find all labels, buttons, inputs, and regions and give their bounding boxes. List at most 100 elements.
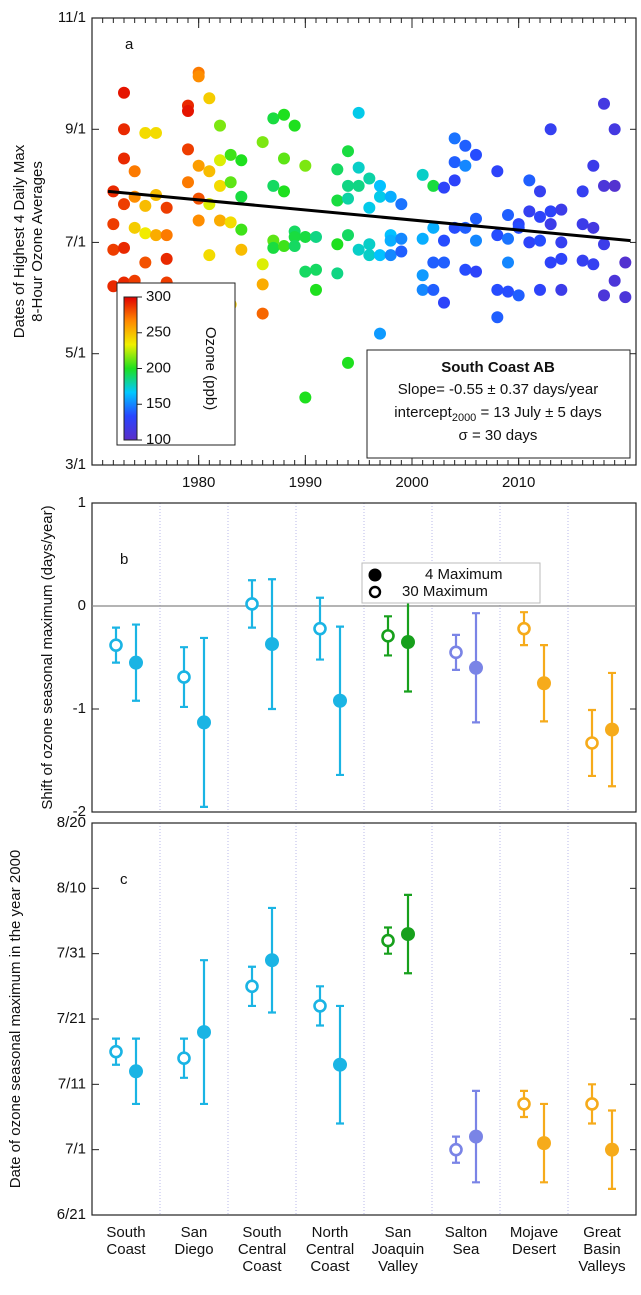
ozone-point (107, 280, 120, 293)
ozone-point (118, 198, 130, 211)
y-tick-label: -2 (73, 803, 86, 820)
y-tick-label: 0 (78, 597, 86, 614)
x-tick-label: 2010 (502, 474, 535, 491)
ozone-point (459, 159, 472, 172)
open-marker (381, 933, 395, 948)
filled-marker (333, 693, 347, 708)
open-marker (109, 1044, 123, 1059)
ozone-point (342, 356, 354, 369)
legend-marker (368, 568, 382, 582)
ozone-point (491, 229, 504, 242)
ozone-point (267, 241, 280, 254)
ozone-point (363, 249, 376, 262)
ozone-point (576, 254, 589, 267)
ozone-point (555, 283, 568, 296)
ozone-point (416, 269, 429, 282)
ozone-point (459, 263, 472, 276)
ozone-point (214, 119, 226, 132)
legend-marker (368, 585, 382, 599)
open-marker (585, 736, 599, 750)
ozone-point (342, 192, 354, 205)
filled-marker (537, 676, 551, 691)
ozone-point (256, 136, 269, 149)
ozone-point (118, 241, 130, 254)
ozone-point (139, 227, 152, 240)
ozone-point (118, 123, 130, 136)
ozone-point (534, 283, 546, 296)
open-marker (585, 1097, 599, 1111)
open-marker (109, 638, 123, 652)
ozone-point (448, 156, 461, 169)
open-marker (177, 670, 191, 684)
ozone-point (598, 97, 610, 110)
open-marker (517, 1097, 531, 1111)
ozone-point (331, 163, 344, 176)
ozone-point (438, 296, 450, 309)
ozone-point (182, 105, 194, 118)
ozone-point (203, 249, 216, 262)
ozone-point (534, 210, 546, 223)
ozone-point (427, 283, 440, 296)
ozone-point (299, 159, 312, 172)
ozone-point (374, 249, 386, 262)
x-tick-label: 1990 (289, 474, 322, 491)
ozone-point (235, 223, 248, 236)
ozone-point (118, 86, 130, 99)
ozone-point (576, 185, 589, 198)
ozone-point (427, 179, 440, 192)
ozone-point (427, 221, 440, 234)
ozone-point (224, 148, 237, 161)
ozone-point (310, 263, 322, 276)
y-tick-label: 7/11 (58, 1075, 86, 1092)
ozone-point (491, 311, 504, 324)
intercept-text: intercept (394, 404, 452, 421)
ozone-point (256, 307, 269, 320)
category-label: South Coast (106, 1224, 146, 1258)
ozone-point (352, 179, 365, 192)
ozone-point (139, 256, 152, 269)
filled-marker (469, 660, 483, 675)
ozone-point (288, 230, 301, 243)
y-axis-label: 8-Hour Ozone Averages (29, 161, 46, 322)
category-label: North Central Coast (306, 1224, 354, 1275)
ozone-point (235, 190, 248, 203)
ozone-point (267, 112, 280, 125)
ozone-point (118, 152, 130, 165)
colorbar-tick-label: 200 (146, 359, 171, 376)
open-marker (177, 1051, 191, 1065)
y-tick-label: 7/1 (65, 1141, 86, 1158)
ozone-point (342, 145, 354, 158)
filled-marker (401, 927, 415, 942)
ozone-point (160, 229, 173, 242)
ozone-point (534, 234, 546, 247)
ozone-point (384, 190, 397, 203)
ozone-point (256, 258, 269, 271)
ozone-point (395, 198, 408, 211)
ozone-point (224, 176, 237, 189)
ozone-point (459, 139, 472, 152)
panel-label: c (120, 871, 128, 888)
ozone-point (331, 238, 344, 251)
ozone-point (352, 243, 365, 256)
y-tick-label: 5/1 (65, 345, 86, 362)
ozone-point (544, 218, 557, 231)
ozone-point (448, 132, 461, 145)
x-tick-label: 2000 (395, 474, 428, 491)
ozone-point (619, 291, 632, 304)
filled-marker (605, 722, 619, 737)
category-label: South Central Coast (238, 1224, 286, 1275)
y-tick-label: 8/20 (57, 814, 86, 831)
ozone-point (160, 201, 173, 214)
ozone-point (523, 236, 536, 249)
ozone-point (544, 256, 557, 269)
ozone-point (363, 172, 376, 185)
ozone-point (438, 234, 450, 247)
y-tick-label: 7/21 (57, 1010, 86, 1027)
y-tick-label: 11/1 (58, 9, 86, 26)
y-tick-label: 3/1 (65, 456, 86, 473)
ozone-point (256, 278, 269, 291)
category-label: Great Basin Valleys (578, 1224, 625, 1275)
ozone-point (523, 174, 536, 187)
ozone-point (374, 179, 386, 192)
